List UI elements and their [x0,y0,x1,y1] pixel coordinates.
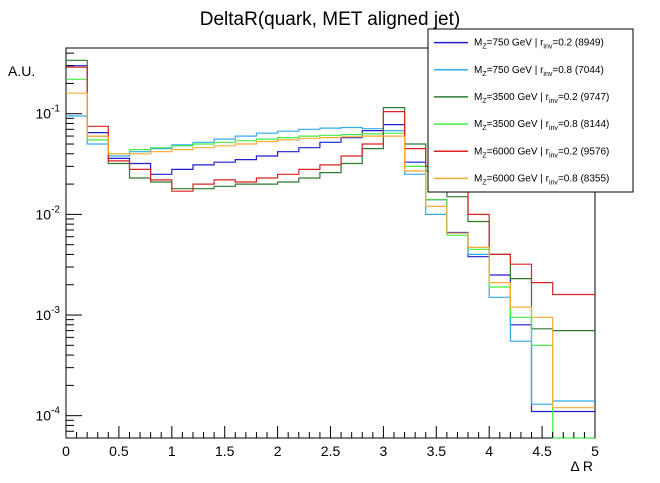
x-axis-label: Δ R [570,458,593,474]
x-tick-label: 0 [62,443,70,459]
x-tick-label: 1.5 [215,443,235,459]
legend-label-5: MZ=6000 GeV | rinv=0.2 (9576) [474,146,609,159]
x-tick-label: 4 [485,443,493,459]
x-tick-label: 5 [591,443,599,459]
x-tick-label: 2 [274,443,282,459]
x-tick-label: 0.5 [109,443,129,459]
legend-label-4: MZ=3500 GeV | rinv=0.8 (8144) [474,119,609,132]
series-layer [66,59,595,439]
series-line-4 [66,78,595,439]
y-tick-label: 10-4 [36,406,61,424]
series-line-6 [66,92,595,409]
y-axis: 10-1 10-2 10-3 10-4 [36,52,82,439]
y-tick-label: 10-2 [36,204,61,222]
chart-title: DeltaR(quark, MET aligned jet) [200,9,460,30]
y-tick-label: 10-3 [36,305,61,323]
x-tick-label: 3 [380,443,388,459]
legend-label-3: MZ=3500 GeV | rinv=0.2 (9747) [474,92,609,105]
x-axis: 0 0.5 1 1.5 2 2.5 3 3.5 4 4.5 5 [62,426,599,459]
x-tick-label: 3.5 [427,443,447,459]
x-tick-label: 1 [168,443,176,459]
y-axis-label: A.U. [8,63,35,79]
legend-label-6: MZ=6000 GeV | rinv=0.8 (8355) [474,173,609,186]
legend-box [427,28,634,193]
legend-label-1: MZ=750 GeV | rinv=0.2 (8949) [474,38,604,51]
x-tick-label: 2.5 [321,443,341,459]
legend: MZ=750 GeV | rinv=0.2 (8949) MZ=750 GeV |… [427,28,634,193]
legend-label-2: MZ=750 GeV | rinv=0.8 (7044) [474,65,604,78]
x-tick-label: 4.5 [532,443,552,459]
y-tick-label: 10-1 [36,104,61,122]
